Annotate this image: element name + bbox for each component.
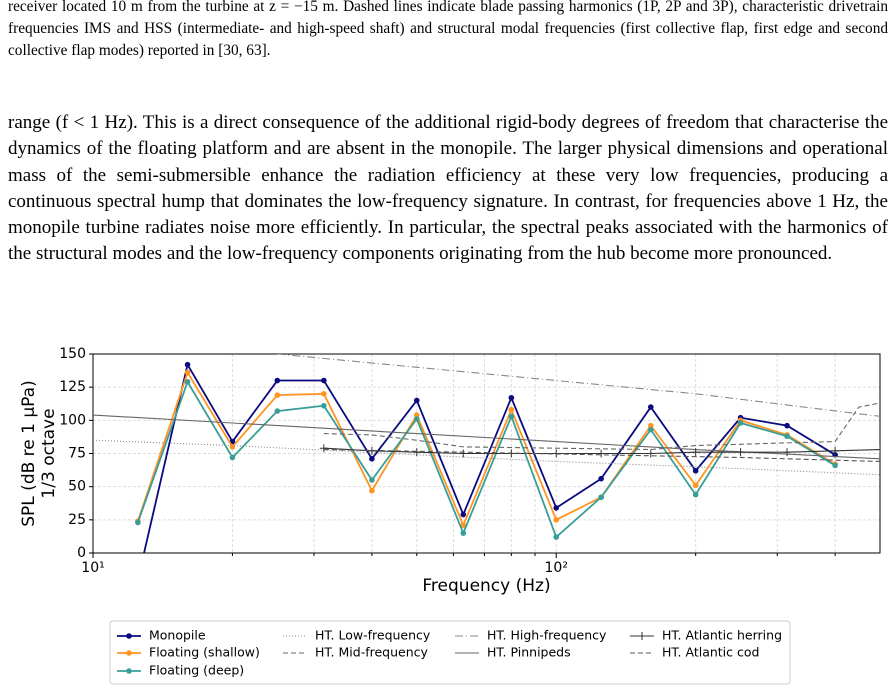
point: [553, 534, 560, 540]
legend-box: [109, 620, 791, 685]
point: [369, 487, 375, 494]
point: [229, 454, 236, 461]
y-axis-title: 1/3 octave: [39, 408, 59, 498]
point: [784, 422, 790, 429]
point: [460, 522, 467, 528]
legend-marker: [126, 668, 132, 674]
point: [135, 577, 141, 583]
point: [460, 511, 467, 518]
series-line: [277, 354, 880, 417]
x-tick-label: 10¹: [81, 560, 104, 576]
y-tick-label: 50: [68, 479, 86, 495]
body-paragraph: range (f < 1 Hz). This is a direct conse…: [8, 112, 888, 265]
point: [784, 433, 790, 440]
point: [692, 467, 699, 474]
point: [508, 413, 515, 420]
point: [274, 392, 281, 398]
legend-marker: [126, 633, 132, 639]
point: [598, 475, 604, 482]
point: [783, 448, 792, 457]
point: [876, 445, 880, 454]
point: [412, 448, 421, 457]
point: [598, 494, 604, 501]
point: [692, 482, 699, 489]
point: [184, 379, 191, 385]
point: [460, 530, 467, 536]
x-tick-label: 10²: [545, 560, 568, 576]
legend-label: Floating (deep): [149, 663, 244, 678]
point: [184, 361, 191, 368]
point: [321, 391, 327, 397]
point: [413, 412, 420, 418]
legend-label: HT. Low-frequency: [315, 628, 431, 643]
point: [184, 369, 191, 376]
point: [737, 420, 744, 426]
legend-label: HT. Mid-frequency: [315, 645, 428, 660]
series-line: [137, 370, 836, 528]
figure-caption: receiver located 10 m from the turbine a…: [8, 0, 888, 59]
point: [832, 462, 838, 469]
point: [321, 402, 327, 409]
y-tick-label: 100: [59, 412, 86, 428]
point: [369, 456, 375, 462]
series-line: [323, 402, 880, 451]
legend-label: Floating (shallow): [149, 645, 260, 660]
y-tick-label: 150: [59, 346, 86, 362]
series-line: [137, 379, 836, 539]
series-line: [143, 362, 836, 553]
point: [508, 406, 515, 413]
point: [459, 449, 468, 458]
legend-marker: [126, 650, 132, 656]
series-line: [93, 414, 880, 460]
series-line: [93, 439, 880, 476]
point: [135, 519, 141, 526]
point: [369, 477, 375, 483]
y-axis-title: SPL (dB re 1 μPa): [19, 380, 39, 526]
y-tick-label: 25: [68, 512, 86, 528]
legend-label: HT. Atlantic herring: [662, 628, 782, 643]
point: [692, 491, 699, 498]
y-tick-label: 0: [77, 545, 86, 561]
point: [736, 448, 745, 457]
point: [647, 422, 654, 429]
legend-label: HT. High-frequency: [487, 628, 607, 643]
plot-area: [93, 354, 880, 583]
point: [274, 377, 281, 384]
point: [319, 444, 328, 453]
point: [691, 448, 700, 457]
point: [274, 408, 281, 414]
x-axis-title: Frequency (Hz): [422, 576, 550, 596]
point: [229, 444, 236, 450]
y-tick-label: 125: [59, 379, 86, 395]
point: [647, 404, 654, 410]
y-tick-label: 75: [68, 446, 86, 462]
legend-label: HT. Atlantic cod: [662, 645, 759, 660]
point: [646, 449, 655, 458]
point: [553, 505, 560, 511]
point: [321, 377, 327, 384]
point: [553, 517, 560, 523]
point: [831, 446, 840, 455]
point: [597, 449, 606, 458]
point: [413, 416, 420, 422]
legend-label: HT. Pinnipeds: [487, 645, 571, 660]
series-line: [323, 448, 880, 463]
point: [647, 426, 654, 433]
legend-marker: [638, 632, 646, 640]
point: [413, 397, 420, 404]
legend-label: Monopile: [149, 628, 206, 643]
point: [508, 394, 515, 401]
